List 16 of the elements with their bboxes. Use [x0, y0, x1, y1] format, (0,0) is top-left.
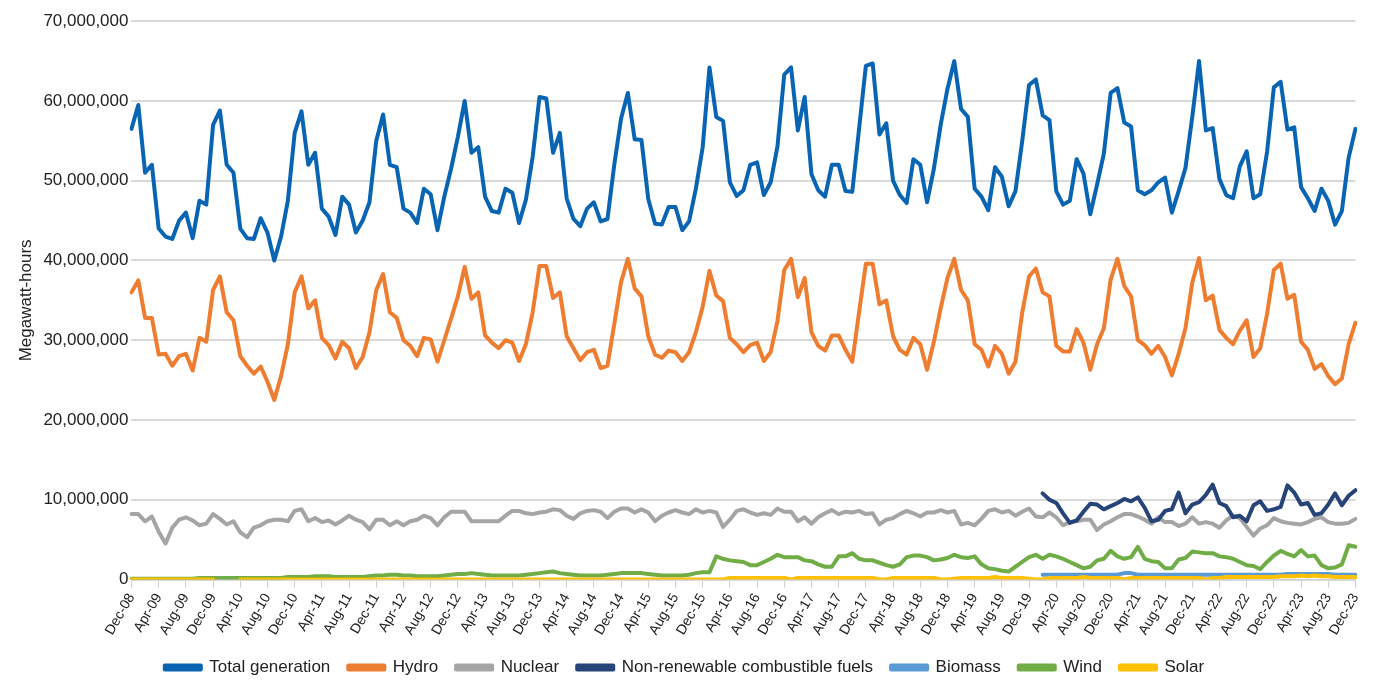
- y-tick-label: 50,000,000: [43, 170, 129, 190]
- legend-label: Hydro: [392, 657, 439, 677]
- y-tick-label: 10,000,000: [43, 489, 129, 509]
- legend-label: Biomass: [935, 657, 1001, 677]
- legend-label: Solar: [1164, 657, 1205, 677]
- y-tick-label: 60,000,000: [43, 90, 129, 110]
- legend-label: Total generation: [209, 657, 331, 677]
- y-tick-label: 0: [119, 569, 129, 589]
- legend-label: Nuclear: [500, 657, 560, 677]
- y-tick-label: 40,000,000: [43, 250, 129, 270]
- y-tick-label: 20,000,000: [43, 409, 129, 429]
- legend-label: Wind: [1063, 657, 1102, 677]
- legend-label: Non-renewable combustible fuels: [621, 657, 874, 677]
- y-axis-title: Megawatt-hours: [15, 239, 35, 362]
- y-tick-label: 30,000,000: [43, 329, 129, 349]
- y-tick-label: 70,000,000: [43, 10, 129, 30]
